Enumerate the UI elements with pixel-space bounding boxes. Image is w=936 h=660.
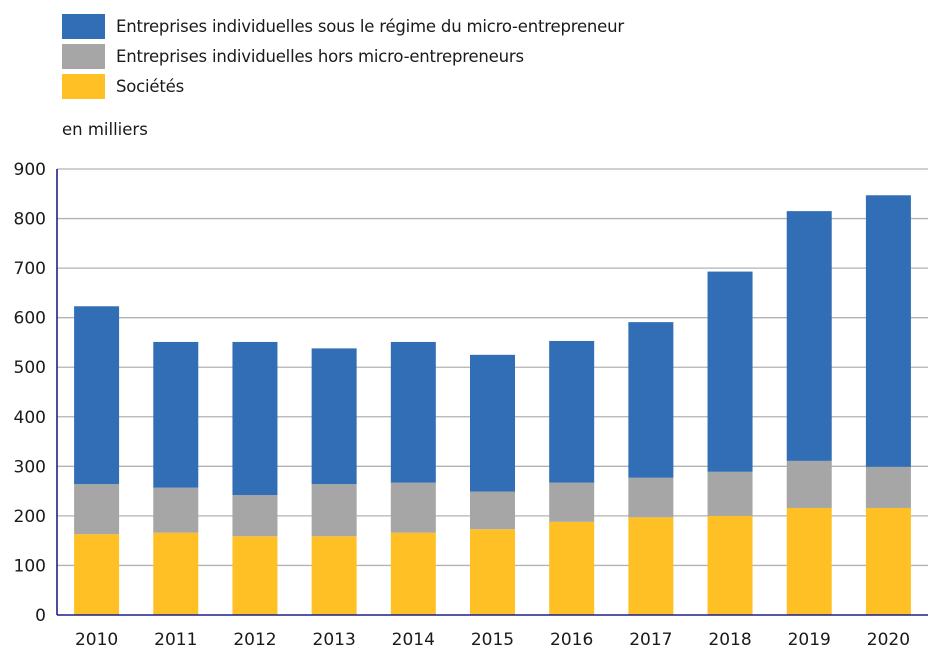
y-tick-label-400: 400	[14, 408, 46, 428]
y-tick-label-100: 100	[14, 556, 46, 576]
x-tick-label-2012: 2012	[233, 630, 276, 650]
bar-2013-series-0	[311, 536, 357, 615]
bar-2020-series-2	[865, 195, 911, 467]
legend-label-societes: Sociétés	[116, 77, 184, 96]
bar-2019-series-1	[786, 460, 832, 508]
y-tick-label-700: 700	[14, 259, 46, 279]
legend-label-ei-hors-micro: Entreprises individuelles hors micro-ent…	[116, 47, 524, 66]
bar-2015-series-1	[470, 491, 515, 530]
x-tick-labels: 2010 2011 2012 2013 2014 2015 2016 2017 2018 2019…	[75, 630, 910, 650]
bar-2011-series-0	[153, 532, 199, 615]
chart-legend: Entreprises individuelles sous le régime…	[62, 8, 624, 99]
legend-swatch-micro-entrepreneurs	[62, 14, 105, 39]
bar-2014-series-2	[390, 341, 436, 483]
y-tick-label-200: 200	[14, 507, 46, 527]
bars	[74, 195, 911, 615]
bar-2020-series-0	[865, 507, 911, 615]
bar-2015-series-2	[470, 354, 515, 492]
y-tick-label-900: 900	[14, 160, 46, 180]
bar-2011-series-2	[153, 341, 199, 488]
axes	[56, 169, 928, 616]
x-tick-label-2014: 2014	[392, 630, 435, 650]
bar-2010-series-0	[74, 534, 120, 615]
bar-2016-series-2	[549, 340, 595, 483]
bar-2010-series-2	[74, 306, 120, 485]
bar-2013-series-1	[311, 484, 357, 537]
x-tick-label-2010: 2010	[75, 630, 118, 650]
bar-2018-series-0	[707, 515, 753, 615]
y-tick-label-300: 300	[14, 457, 46, 477]
bar-2010-series-1	[74, 484, 120, 535]
x-tick-label-2016: 2016	[550, 630, 593, 650]
bar-2016-series-0	[549, 521, 595, 615]
bar-2012-series-1	[232, 495, 278, 537]
bar-2020-series-1	[865, 466, 911, 508]
legend-item-micro-entrepreneurs: Entreprises individuelles sous le régime…	[62, 8, 624, 45]
bar-2014-series-0	[390, 532, 436, 615]
bar-2012-series-0	[232, 536, 278, 615]
y-tick-labels: 0 100 200 300 400 500 600 700 800 900	[14, 160, 46, 626]
legend-swatch-societes	[62, 74, 105, 99]
bar-2013-series-2	[311, 348, 357, 485]
bar-2017-series-0	[628, 517, 674, 615]
x-tick-label-2015: 2015	[471, 630, 514, 650]
y-tick-label-800: 800	[14, 210, 46, 230]
x-tick-label-2019: 2019	[788, 630, 831, 650]
y-tick-label-0: 0	[35, 606, 46, 626]
legend-swatch-ei-hors-micro	[62, 44, 105, 69]
x-tick-label-2013: 2013	[313, 630, 356, 650]
legend-item-societes: Sociétés	[62, 68, 624, 105]
bar-2014-series-1	[390, 482, 436, 533]
y-tick-label-600: 600	[14, 309, 46, 329]
x-tick-label-2011: 2011	[154, 630, 197, 650]
y-tick-label-500: 500	[14, 358, 46, 378]
x-tick-label-2020: 2020	[867, 630, 910, 650]
bar-2011-series-1	[153, 487, 199, 533]
bar-2018-series-2	[707, 271, 753, 472]
bar-2015-series-0	[470, 529, 515, 615]
bar-2017-series-1	[628, 477, 674, 518]
bar-2019-series-0	[786, 507, 832, 615]
bar-2018-series-1	[707, 471, 753, 516]
bar-2019-series-2	[786, 211, 832, 461]
legend-label-micro-entrepreneurs: Entreprises individuelles sous le régime…	[116, 17, 624, 36]
x-tick-label-2017: 2017	[629, 630, 672, 650]
legend-item-ei-hors-micro: Entreprises individuelles hors micro-ent…	[62, 38, 624, 75]
x-tick-label-2018: 2018	[708, 630, 751, 650]
bar-2016-series-1	[549, 482, 595, 522]
bar-2012-series-2	[232, 341, 278, 496]
unit-label: en milliers	[62, 120, 148, 139]
bar-2017-series-2	[628, 322, 674, 478]
